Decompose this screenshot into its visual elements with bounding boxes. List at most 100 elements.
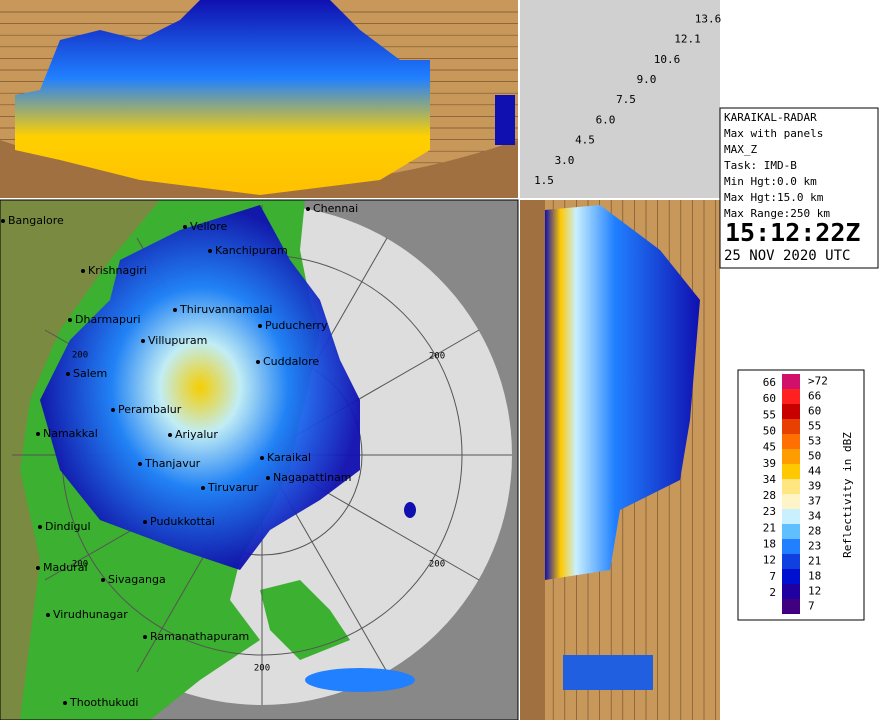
legend-right-label: >72 [808,375,828,388]
legend-right-label: 21 [808,555,821,568]
height-label: 4.5 [575,134,595,147]
city-label: Villupuram [148,334,207,347]
city-label: Thanjavur [144,457,201,470]
city-label: Dharmapuri [75,313,141,326]
legend-swatch [782,554,800,569]
legend-right-label: 44 [808,465,822,478]
range-label: 200 [72,560,88,570]
legend-right-label: 12 [808,585,821,598]
city-dot [138,462,142,466]
city-dot [111,408,115,412]
city-dot [68,318,72,322]
legend-swatch [782,464,800,479]
legend-swatch [782,524,800,539]
city-label: Kanchipuram [215,244,288,257]
city-label: Chennai [313,202,358,215]
city-dot [208,249,212,253]
city-label: Pudukkottai [150,515,215,528]
city-label: Namakkal [43,427,98,440]
info-field: MAX_Z [724,143,757,156]
range-label: 200 [429,352,445,362]
legend-swatch [782,569,800,584]
info-product: Max with panels [724,127,823,140]
legend-swatch [782,434,800,449]
legend-left-label: 45 [763,441,776,454]
legend-swatch [782,539,800,554]
legend-right-label: 28 [808,525,821,538]
legend-right-label: 66 [808,390,821,403]
legend-swatch [782,419,800,434]
legend-right-label: 34 [808,510,822,523]
legend-left-label: 7 [769,570,776,583]
city-dot [81,269,85,273]
city-dot [36,566,40,570]
city-label: Cuddalore [263,355,319,368]
legend-right-label: 7 [808,600,815,613]
city-dot [66,372,70,376]
city-dot [168,433,172,437]
city-label: Ramanathapuram [150,630,249,643]
info-max-height: Max Hgt:15.0 km [724,191,824,204]
legend-swatch [782,599,800,614]
city-dot [256,360,260,364]
city-label: Tiruvarur [207,481,259,494]
city-label: Nagapattinam [273,471,352,484]
range-label: 200 [254,664,270,674]
info-time: 15:12:22Z [725,218,860,247]
legend-swatch [782,479,800,494]
city-label: Madurai [43,561,88,574]
city-dot [143,635,147,639]
legend-swatch [782,584,800,599]
info-task: Task: IMD-B [724,159,797,172]
city-dot [201,486,205,490]
city-dot [258,324,262,328]
city-label: Puducherry [265,319,328,332]
legend-left-label: 23 [763,505,776,518]
legend-title: Reflectivity in dBZ [841,432,854,558]
legend-right-label: 60 [808,405,821,418]
city-dot [38,525,42,529]
top-panel [0,0,518,198]
info-min-height: Min Hgt:0.0 km [724,175,817,188]
info-max-range: Max Range:250 km [724,207,830,220]
right-panel [520,200,720,720]
range-label: 200 [429,560,445,570]
legend-swatch [782,374,800,389]
legend-right-label: 50 [808,450,821,463]
legend-right-label: 23 [808,540,821,553]
map [0,200,518,720]
city-dot [260,456,264,460]
legend-left-label: 12 [763,554,776,567]
legend-left-label: 34 [763,473,777,486]
city-dot [143,520,147,524]
city-label: Thiruvannamalai [179,303,273,316]
legend-left-label: 21 [763,521,776,534]
height-scale-box [520,0,720,198]
legend-left-label: 66 [763,376,776,389]
legend-swatch [782,509,800,524]
city-dot [46,613,50,617]
legend-swatch [782,449,800,464]
height-label: 10.6 [654,53,681,66]
city-label: Perambalur [118,403,182,416]
city-label: Karaikal [267,451,311,464]
legend-right-label: 37 [808,495,821,508]
legend-left-label: 60 [763,392,776,405]
info-date: 25 NOV 2020 UTC [724,248,850,264]
height-label: 3.0 [555,154,575,167]
legend-left-label: 39 [763,457,776,470]
legend-left-label: 28 [763,489,776,502]
city-dot [173,308,177,312]
legend-right-label: 39 [808,480,821,493]
city-label: Virudhunagar [53,608,128,621]
legend-box [737,369,865,621]
info-box [719,107,879,269]
city-label: Salem [73,367,107,380]
legend-left-label: 2 [769,586,776,599]
city-dot [1,219,5,223]
legend-left-label: 50 [763,424,776,437]
city-dot [183,225,187,229]
height-label: 12.1 [674,33,701,46]
